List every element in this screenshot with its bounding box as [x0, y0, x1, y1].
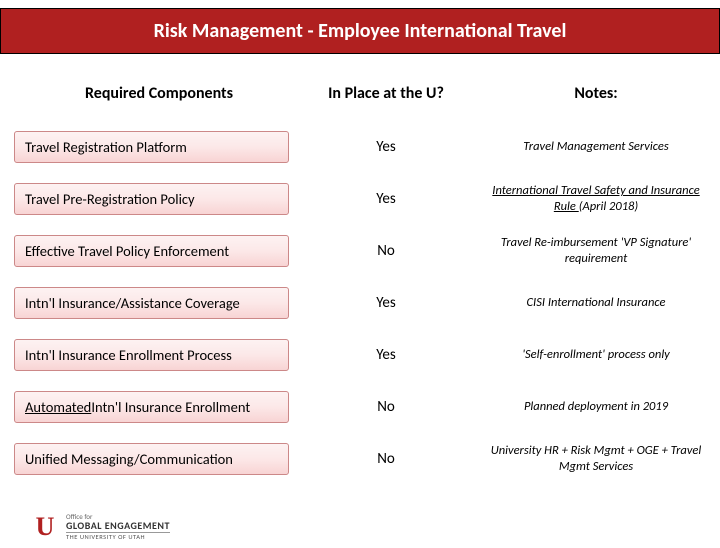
component-box: Automated Intn'l Insurance Enrollment [14, 391, 289, 423]
header-status: In Place at the U? [296, 78, 476, 121]
table-row-component: Travel Registration Platform [6, 121, 296, 173]
table-row-status: No [296, 225, 476, 277]
component-box: Travel Pre-Registration Policy [14, 183, 289, 215]
table-row-status: Yes [296, 173, 476, 225]
table-row-status: Yes [296, 277, 476, 329]
component-box: Intn'l Insurance Enrollment Process [14, 339, 289, 371]
component-box: Unified Messaging/Communication [14, 443, 289, 475]
table-row-component: Intn'l Insurance/Assistance Coverage [6, 277, 296, 329]
table-row-notes: Travel Management Services [476, 121, 716, 173]
logo-u-icon: U [30, 512, 60, 542]
table-row-component: Intn'l Insurance Enrollment Process [6, 329, 296, 381]
header-notes: Notes: [476, 78, 716, 121]
table-row-component: Travel Pre-Registration Policy [6, 173, 296, 225]
logo-line2: GLOBAL ENGAGEMENT [66, 520, 170, 531]
table-row-notes: 'Self-enrollment' process only [476, 329, 716, 381]
logo-text: Office for GLOBAL ENGAGEMENT THE UNIVERS… [66, 513, 170, 542]
table-row-status: Yes [296, 121, 476, 173]
table-row-component: Effective Travel Policy Enforcement [6, 225, 296, 277]
component-box: Intn'l Insurance/Assistance Coverage [14, 287, 289, 319]
table-row-notes: CISI International Insurance [476, 277, 716, 329]
table-row-notes: Travel Re-imbursement 'VP Signature' req… [476, 225, 716, 277]
table-row-status: Yes [296, 329, 476, 381]
table-row-status: No [296, 381, 476, 433]
table-row-notes: Planned deployment in 2019 [476, 381, 716, 433]
table-row-status: No [296, 433, 476, 485]
table-row-notes: International Travel Safety and Insuranc… [476, 173, 716, 225]
logo-line3: THE UNIVERSITY OF UTAH [66, 532, 170, 541]
table-row-notes: University HR + Risk Mgmt + OGE + Travel… [476, 433, 716, 485]
component-box: Effective Travel Policy Enforcement [14, 235, 289, 267]
table-row-component: Unified Messaging/Communication [6, 433, 296, 485]
page-title: Risk Management - Employee International… [154, 19, 567, 43]
header-components: Required Components [6, 78, 296, 121]
component-box: Travel Registration Platform [14, 131, 289, 163]
page-title-bar: Risk Management - Employee International… [0, 8, 720, 54]
components-table: Required Components In Place at the U? N… [0, 78, 720, 485]
footer-logo: U Office for GLOBAL ENGAGEMENT THE UNIVE… [30, 512, 170, 542]
table-row-component: Automated Intn'l Insurance Enrollment [6, 381, 296, 433]
